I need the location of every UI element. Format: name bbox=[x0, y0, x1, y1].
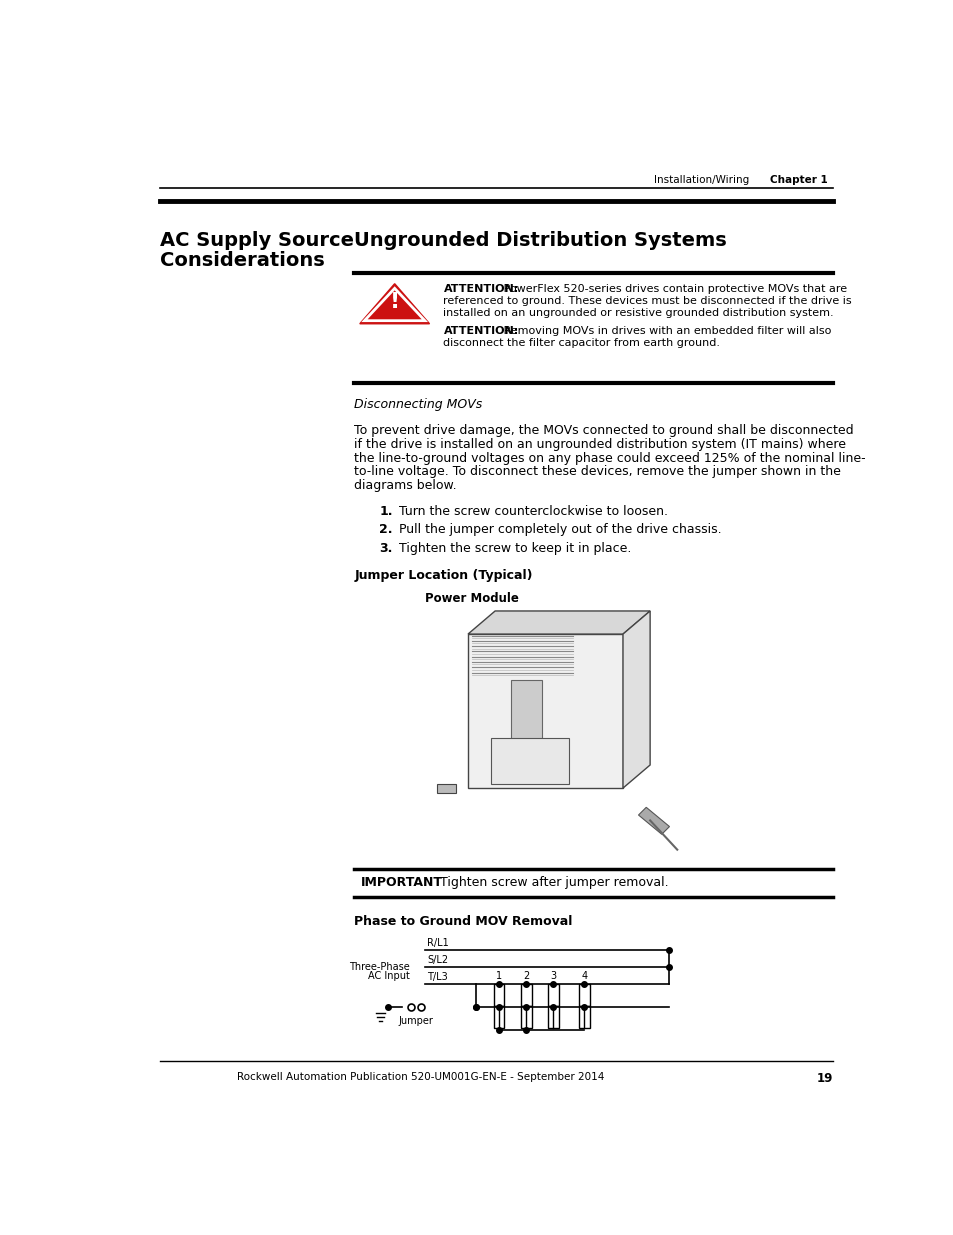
Text: Turn the screw counterclockwise to loosen.: Turn the screw counterclockwise to loose… bbox=[399, 505, 668, 517]
FancyBboxPatch shape bbox=[578, 1007, 589, 1029]
Text: AC Supply Source: AC Supply Source bbox=[160, 231, 354, 251]
Text: Disconnecting MOVs: Disconnecting MOVs bbox=[354, 399, 482, 411]
FancyBboxPatch shape bbox=[547, 983, 558, 1007]
Polygon shape bbox=[468, 611, 649, 634]
Text: Pull the jumper completely out of the drive chassis.: Pull the jumper completely out of the dr… bbox=[399, 524, 721, 536]
Text: IMPORTANT: IMPORTANT bbox=[360, 877, 442, 889]
Polygon shape bbox=[638, 808, 669, 835]
FancyBboxPatch shape bbox=[520, 983, 531, 1007]
Text: Tighten the screw to keep it in place.: Tighten the screw to keep it in place. bbox=[399, 542, 631, 555]
Text: referenced to ground. These devices must be disconnected if the drive is: referenced to ground. These devices must… bbox=[443, 296, 851, 306]
Text: 4: 4 bbox=[580, 971, 587, 981]
Text: 2.: 2. bbox=[378, 524, 393, 536]
Text: 3: 3 bbox=[550, 971, 556, 981]
Text: Power Module: Power Module bbox=[424, 592, 518, 605]
FancyBboxPatch shape bbox=[491, 739, 568, 784]
Text: Ungrounded Distribution Systems: Ungrounded Distribution Systems bbox=[354, 231, 726, 251]
Text: diagrams below.: diagrams below. bbox=[354, 479, 456, 493]
Text: 19: 19 bbox=[816, 1072, 832, 1086]
Text: R/L1: R/L1 bbox=[427, 939, 448, 948]
Text: Jumper Location (Typical): Jumper Location (Typical) bbox=[354, 568, 533, 582]
Text: Rockwell Automation Publication 520-UM001G-EN-E - September 2014: Rockwell Automation Publication 520-UM00… bbox=[237, 1072, 604, 1082]
Text: PowerFlex 520-series drives contain protective MOVs that are: PowerFlex 520-series drives contain prot… bbox=[499, 284, 846, 294]
Polygon shape bbox=[622, 611, 649, 788]
FancyBboxPatch shape bbox=[493, 1007, 504, 1029]
Text: the line-to-ground voltages on any phase could exceed 125% of the nominal line-: the line-to-ground voltages on any phase… bbox=[354, 452, 865, 464]
Text: T/L3: T/L3 bbox=[427, 972, 447, 982]
Text: 1: 1 bbox=[496, 971, 501, 981]
Text: if the drive is installed on an ungrounded distribution system (IT mains) where: if the drive is installed on an unground… bbox=[354, 437, 845, 451]
FancyBboxPatch shape bbox=[493, 983, 504, 1007]
Text: Removing MOVs in drives with an embedded filter will also: Removing MOVs in drives with an embedded… bbox=[499, 326, 831, 336]
Text: installed on an ungrounded or resistive grounded distribution system.: installed on an ungrounded or resistive … bbox=[443, 309, 833, 319]
Text: ATTENTION:: ATTENTION: bbox=[443, 284, 518, 294]
Text: 3.: 3. bbox=[378, 542, 392, 555]
Text: S/L2: S/L2 bbox=[427, 955, 448, 966]
Text: To prevent drive damage, the MOVs connected to ground shall be disconnected: To prevent drive damage, the MOVs connec… bbox=[354, 424, 853, 437]
Text: 2: 2 bbox=[522, 971, 529, 981]
Polygon shape bbox=[359, 284, 429, 324]
Polygon shape bbox=[468, 634, 622, 788]
FancyBboxPatch shape bbox=[510, 680, 541, 781]
FancyBboxPatch shape bbox=[547, 1007, 558, 1029]
Text: 1.: 1. bbox=[378, 505, 393, 517]
Text: AC Input: AC Input bbox=[368, 971, 410, 981]
Text: Tighten screw after jumper removal.: Tighten screw after jumper removal. bbox=[439, 877, 667, 889]
Text: to-line voltage. To disconnect these devices, remove the jumper shown in the: to-line voltage. To disconnect these dev… bbox=[354, 466, 841, 478]
Text: Three-Phase: Three-Phase bbox=[349, 962, 410, 972]
FancyBboxPatch shape bbox=[578, 983, 589, 1007]
Text: !: ! bbox=[389, 291, 399, 311]
Text: Jumper: Jumper bbox=[398, 1016, 433, 1026]
Text: disconnect the filter capacitor from earth ground.: disconnect the filter capacitor from ear… bbox=[443, 338, 720, 348]
Text: Phase to Ground MOV Removal: Phase to Ground MOV Removal bbox=[354, 915, 572, 929]
FancyBboxPatch shape bbox=[436, 784, 456, 793]
Text: Considerations: Considerations bbox=[160, 251, 324, 269]
Text: Chapter 1: Chapter 1 bbox=[769, 175, 827, 185]
Text: Installation/Wiring: Installation/Wiring bbox=[654, 175, 748, 185]
Text: ATTENTION:: ATTENTION: bbox=[443, 326, 518, 336]
FancyBboxPatch shape bbox=[520, 1007, 531, 1029]
